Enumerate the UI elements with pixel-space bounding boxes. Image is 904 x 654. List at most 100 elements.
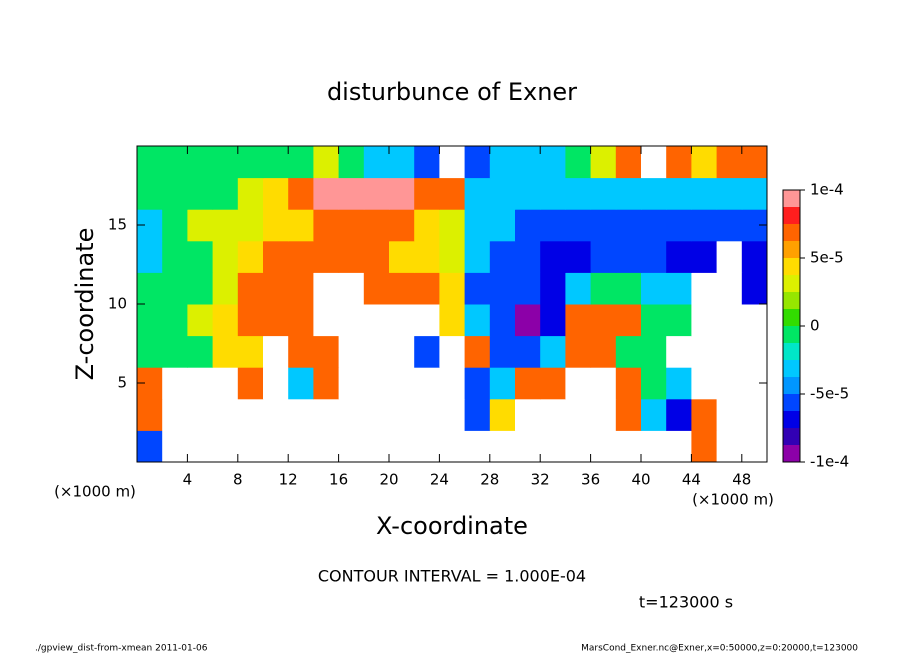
cell xyxy=(137,272,163,305)
cell xyxy=(565,304,592,337)
cell xyxy=(162,335,188,368)
cell xyxy=(187,335,214,368)
cell xyxy=(162,430,188,463)
cell xyxy=(565,209,592,242)
cell xyxy=(313,240,340,273)
cell xyxy=(464,272,491,305)
cell xyxy=(237,272,264,305)
cell xyxy=(666,335,692,368)
cell xyxy=(716,240,743,273)
colorbar-swatch xyxy=(783,292,800,309)
cell xyxy=(489,430,516,463)
colorbar-tick-label: 5e-5 xyxy=(810,249,844,267)
cell xyxy=(590,177,617,210)
cell xyxy=(162,240,188,273)
cell xyxy=(464,240,491,273)
time-label: t=123000 s xyxy=(639,593,733,612)
cell xyxy=(666,398,692,431)
cell xyxy=(691,430,718,463)
y-axis-label: Z-coordinate xyxy=(71,228,99,381)
cell xyxy=(162,146,188,179)
cell xyxy=(187,272,214,305)
cell xyxy=(565,146,592,179)
cell xyxy=(615,272,642,305)
cell xyxy=(540,177,566,210)
cell xyxy=(666,304,692,337)
cell xyxy=(212,240,239,273)
cell xyxy=(363,398,390,431)
cell xyxy=(615,335,642,368)
cell xyxy=(137,304,163,337)
cell xyxy=(137,430,163,463)
footer: MarsCond_Exner.nc@Exner,x=0:50000,z=0:20… xyxy=(581,644,858,654)
cell xyxy=(565,240,592,273)
cell xyxy=(338,367,365,400)
cell xyxy=(565,272,592,305)
cell xyxy=(187,240,214,273)
cell xyxy=(414,272,440,305)
cell xyxy=(212,335,239,368)
cell xyxy=(363,304,390,337)
cell xyxy=(691,240,718,273)
cell xyxy=(641,398,667,431)
cell xyxy=(414,240,440,273)
cell xyxy=(288,335,314,368)
colorbar-tick-label: -5e-5 xyxy=(810,385,849,403)
cell xyxy=(263,272,289,305)
cell xyxy=(263,335,289,368)
cell xyxy=(666,367,692,400)
cell xyxy=(338,398,365,431)
cell xyxy=(212,367,239,400)
cell xyxy=(288,272,314,305)
cell xyxy=(464,146,491,179)
cell xyxy=(615,398,642,431)
cell xyxy=(615,304,642,337)
cell xyxy=(212,209,239,242)
cell xyxy=(590,146,617,179)
cell xyxy=(288,398,314,431)
cell xyxy=(741,304,768,337)
cell xyxy=(716,367,743,400)
cell xyxy=(212,146,239,179)
cell xyxy=(338,240,365,273)
cell xyxy=(741,272,768,305)
x-tick-label: 48 xyxy=(732,471,751,489)
colorbar-swatch xyxy=(783,411,800,428)
cell xyxy=(716,430,743,463)
cell xyxy=(263,240,289,273)
cell xyxy=(389,272,415,305)
cell xyxy=(137,177,163,210)
cell xyxy=(288,430,314,463)
cell xyxy=(363,177,390,210)
cell xyxy=(237,209,264,242)
cell xyxy=(288,146,314,179)
cell xyxy=(691,335,718,368)
cell xyxy=(187,304,214,337)
colorbar-swatch xyxy=(783,241,800,258)
cell xyxy=(590,272,617,305)
cell xyxy=(641,272,667,305)
colorbar-swatch xyxy=(783,377,800,394)
x-tick-label: 20 xyxy=(379,471,398,489)
cell xyxy=(414,335,440,368)
cell xyxy=(137,240,163,273)
cell xyxy=(439,177,466,210)
cell xyxy=(162,304,188,337)
cell xyxy=(590,240,617,273)
cell xyxy=(263,367,289,400)
cell xyxy=(414,209,440,242)
cell xyxy=(313,177,340,210)
cell xyxy=(716,272,743,305)
cell xyxy=(263,177,289,210)
cell xyxy=(641,146,667,179)
y-tick-label: 15 xyxy=(108,216,127,234)
cell xyxy=(666,209,692,242)
cell xyxy=(540,398,566,431)
cell xyxy=(237,430,264,463)
x-tick-label: 36 xyxy=(581,471,600,489)
cell xyxy=(187,430,214,463)
cell xyxy=(540,272,566,305)
cell xyxy=(464,398,491,431)
colorbar-swatch xyxy=(783,207,800,224)
cell xyxy=(741,398,768,431)
